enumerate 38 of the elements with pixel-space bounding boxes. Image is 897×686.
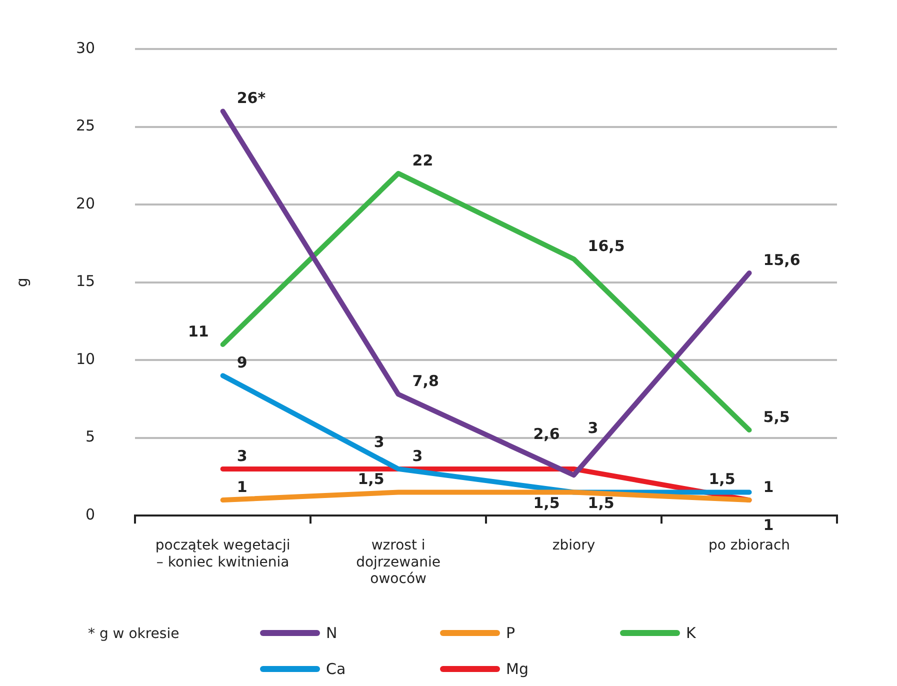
data-label: 1,5: [358, 470, 384, 488]
legend-label: P: [506, 624, 516, 642]
y-tick-label: 25: [76, 116, 96, 135]
data-label: 3: [374, 432, 384, 451]
y-tick-label: 30: [76, 38, 96, 57]
data-label: 1: [236, 478, 248, 496]
data-label: 9: [236, 354, 248, 372]
legend-label: K: [686, 624, 696, 642]
data-label: 15,6: [763, 250, 800, 269]
legend-label: Mg: [506, 660, 528, 678]
data-label: 11: [188, 322, 209, 340]
legend-label: N: [326, 624, 338, 642]
y-tick-label: 15: [76, 272, 96, 290]
text: * g w okresie: [88, 626, 180, 642]
x-tick-label: wzrost i dojrzewanie owoców: [356, 538, 441, 588]
y-axis-title: g: [12, 278, 31, 288]
data-label: 3: [236, 446, 248, 465]
data-label: 16,5: [588, 236, 625, 255]
data-label: 2,6: [533, 425, 560, 444]
y-tick-label: 5: [86, 428, 96, 446]
y-tick-label: 0: [86, 505, 96, 524]
data-label: 5,5: [763, 408, 790, 426]
data-label: 3: [412, 446, 423, 465]
data-label: 7,8: [412, 372, 439, 390]
legend-label: Ca: [326, 660, 346, 678]
data-label: 26*: [236, 89, 266, 108]
data-label: 1: [763, 478, 774, 496]
x-tick-label: początek wegetacji – koniec kwitnienia: [155, 538, 290, 570]
data-label: 1,5: [533, 494, 560, 512]
data-label: 1,5: [708, 470, 736, 488]
x-tick-label: po zbiorach: [708, 538, 790, 554]
data-label: 3: [588, 418, 598, 437]
y-tick-label: 10: [76, 350, 96, 368]
data-label: 1,5: [588, 494, 614, 512]
data-label: 1: [763, 516, 774, 534]
data-label: 22: [412, 151, 434, 170]
y-tick-label: 20: [76, 194, 96, 212]
x-tick-label: zbiory: [552, 538, 596, 554]
